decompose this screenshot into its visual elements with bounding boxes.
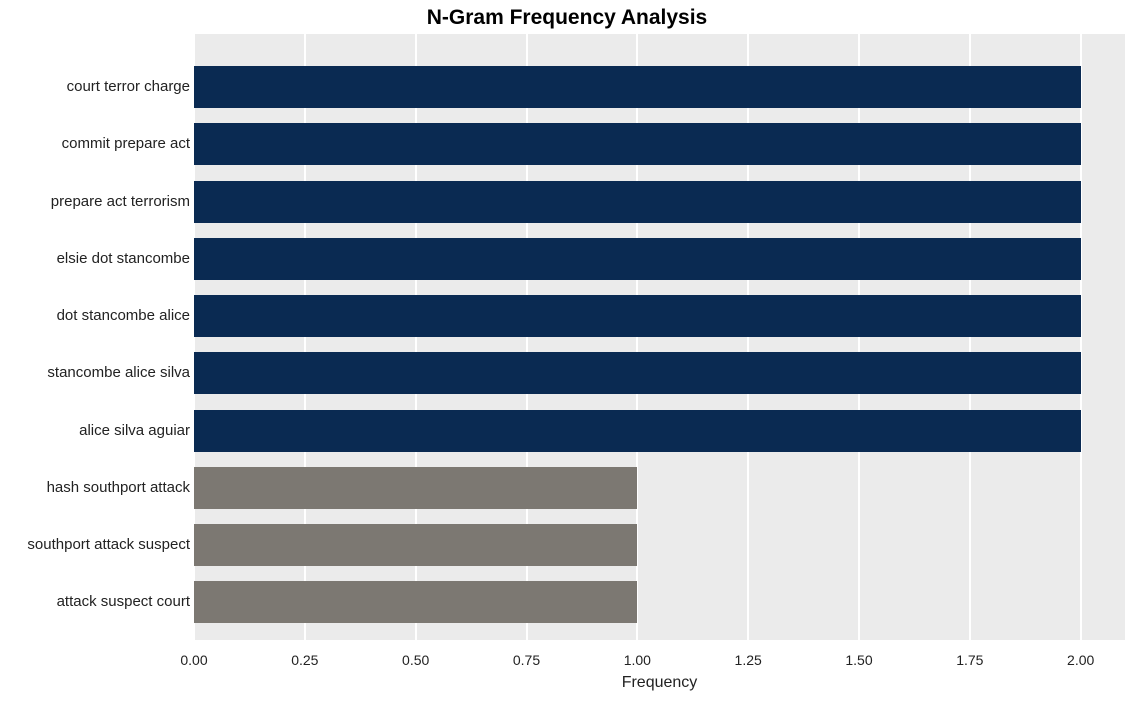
y-tick-label: court terror charge [67,66,190,108]
bar [194,238,1081,280]
bar [194,181,1081,223]
bar-row [194,181,1081,223]
y-tick-label: southport attack suspect [27,524,190,566]
bars-layer [194,34,1125,640]
bar-row [194,467,637,509]
bar-row [194,410,1081,452]
x-tick-label: 1.50 [845,652,872,668]
chart-title: N-Gram Frequency Analysis [0,6,1134,30]
ngram-chart: N-Gram Frequency Analysis court terror c… [0,0,1134,701]
bar [194,123,1081,165]
y-tick-label: attack suspect court [57,581,190,623]
x-tick-label: 0.25 [291,652,318,668]
x-tick-label: 1.00 [624,652,651,668]
x-tick-label: 0.50 [402,652,429,668]
bar [194,410,1081,452]
x-tick-label: 0.00 [180,652,207,668]
y-tick-label: stancombe alice silva [47,352,190,394]
x-tick-label: 2.00 [1067,652,1094,668]
bar [194,66,1081,108]
x-tick-label: 0.75 [513,652,540,668]
bar [194,467,637,509]
y-tick-label: elsie dot stancombe [57,238,190,280]
bar-row [194,352,1081,394]
bar-row [194,581,637,623]
y-tick-label: commit prepare act [62,123,190,165]
y-tick-label: alice silva aguiar [79,410,190,452]
y-tick-label: dot stancombe alice [57,295,190,337]
bar [194,352,1081,394]
y-tick-label: prepare act terrorism [51,181,190,223]
bar [194,524,637,566]
bar-row [194,295,1081,337]
bar-row [194,66,1081,108]
x-tick-label: 1.75 [956,652,983,668]
bar-row [194,524,637,566]
bar [194,581,637,623]
y-tick-label: hash southport attack [47,467,190,509]
bar-row [194,238,1081,280]
y-axis-labels: court terror charge commit prepare act pre… [0,34,190,640]
x-axis-title: Frequency [194,674,1125,692]
bar [194,295,1081,337]
plot-area [194,34,1125,640]
x-tick-label: 1.25 [735,652,762,668]
bar-row [194,123,1081,165]
x-axis-labels: 0.000.250.500.751.001.251.501.752.00 [194,652,1125,672]
